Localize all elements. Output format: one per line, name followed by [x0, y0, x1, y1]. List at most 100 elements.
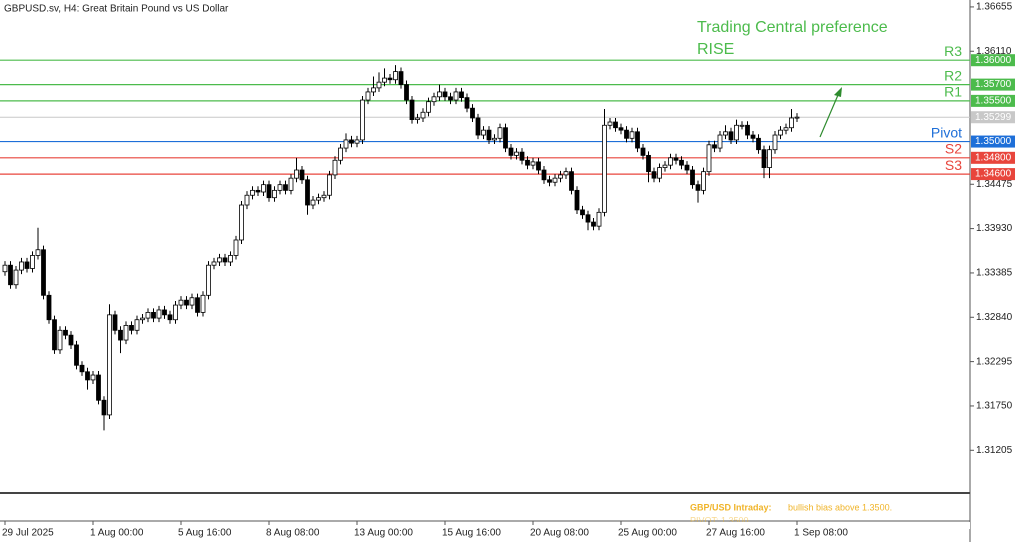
candle-body [354, 139, 360, 144]
y-axis: 1.36655 1.36110 1.34475 1.33930 1.33385 1.328… [970, 2, 1013, 456]
candle-body [217, 257, 222, 263]
level-name: S3 [945, 157, 962, 173]
candle-body [13, 269, 19, 286]
x-tick-label: 1 Sep 08:00 [794, 528, 848, 539]
x-tick-label: 29 Jul 2025 [2, 528, 54, 539]
candle-body [272, 189, 277, 199]
x-tick-label: 25 Aug 00:00 [618, 528, 677, 539]
candle-body [376, 81, 382, 89]
candle-body [52, 319, 57, 351]
candle-body [200, 294, 206, 313]
x-tick-label: 13 Aug 00:00 [354, 528, 413, 539]
candle-body [162, 309, 167, 316]
candle-body [68, 334, 74, 346]
candle-body [343, 139, 349, 149]
candle-body [712, 144, 717, 149]
candle-body [382, 77, 387, 83]
candle-body [673, 157, 679, 161]
candle-body [547, 179, 552, 183]
candle-body [448, 96, 453, 101]
candle-body [706, 144, 712, 173]
candle-body [321, 194, 327, 199]
candle-body [503, 127, 508, 149]
candle-body [585, 214, 591, 223]
candle-body [695, 184, 701, 191]
candle-body [228, 255, 233, 263]
candle-body [409, 99, 415, 120]
y-tick-label: 1.33930 [976, 223, 1013, 234]
candle-body [459, 91, 464, 99]
candle-body [239, 204, 244, 241]
candle-body [415, 117, 420, 120]
candle-body [189, 297, 195, 306]
y-tick-label: 1.36110 [976, 46, 1012, 57]
candle-body [470, 107, 475, 119]
candle-body [580, 209, 585, 216]
candle-body [107, 314, 112, 416]
candle-body [8, 264, 13, 286]
level-name: R2 [944, 67, 962, 83]
candle-body [74, 344, 79, 366]
candle-body [624, 129, 629, 139]
candle-body [684, 164, 690, 171]
candle-body [651, 171, 657, 179]
candle-body [613, 121, 618, 129]
candle-body [316, 197, 321, 201]
candle-body [552, 177, 558, 183]
candle-body [789, 117, 794, 129]
candle-body [261, 184, 266, 193]
candle-body [794, 116, 800, 119]
x-tick-label: 15 Aug 16:00 [442, 528, 501, 539]
candle-body [151, 311, 156, 319]
levels: 1.35299 R3 1.36000 R2 1.35700 R1 1.35500 Pivot 1… [0, 43, 1015, 181]
candle-body [167, 314, 173, 321]
x-axis: 29 Jul 2025 1 Aug 00:00 5 Aug 16:00 8 Aug 0… [2, 521, 848, 539]
y-tick-label: 1.33385 [976, 268, 1013, 279]
footer-text: PIVOT: 1.3500 [690, 515, 749, 525]
candle-body [541, 169, 547, 181]
level-name: R3 [944, 43, 962, 59]
candle-body [360, 99, 365, 141]
level-price-box [971, 54, 1015, 67]
candle-body [657, 167, 662, 179]
x-tick-label: 20 Aug 08:00 [530, 528, 589, 539]
annotation: Trading Central preference [697, 19, 888, 36]
level-price-label: 1.36000 [975, 55, 1012, 66]
candle-body [387, 77, 393, 81]
candle-body [123, 325, 129, 341]
candle-body [431, 96, 437, 103]
candle-body [569, 171, 574, 191]
candle-body [701, 171, 706, 191]
level-price-box [971, 168, 1015, 181]
candle-body [772, 134, 778, 151]
candle-body [668, 157, 673, 166]
level-name: S2 [945, 141, 962, 157]
arrow-head [834, 87, 842, 97]
level-price-box [971, 135, 1015, 148]
x-tick-label: 8 Aug 08:00 [266, 528, 320, 539]
candle-body [255, 189, 261, 193]
candle-body [519, 151, 525, 161]
candle-body [739, 124, 745, 127]
arrow [819, 94, 839, 138]
candle-body [283, 184, 288, 191]
candle-body [662, 164, 668, 168]
candle-body [134, 319, 140, 331]
candle-body [184, 299, 189, 306]
candle-body [233, 239, 239, 256]
candle-body [2, 264, 8, 273]
candle-body [101, 399, 107, 416]
x-tick-label: 5 Aug 16:00 [178, 528, 232, 539]
candle-body [30, 255, 35, 269]
candle-body [437, 91, 442, 98]
candle-body [299, 169, 305, 181]
candle-body [591, 221, 596, 227]
candle-body [646, 154, 651, 173]
candle-body [635, 131, 640, 149]
candle-body [745, 124, 750, 136]
candle-body [173, 304, 178, 321]
candle-body [112, 314, 118, 331]
candle-body [222, 257, 228, 263]
